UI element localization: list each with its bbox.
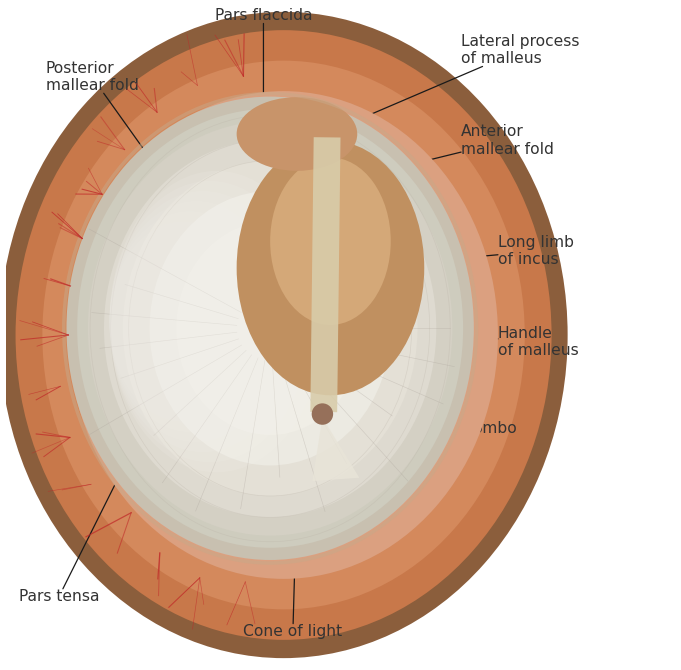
Ellipse shape: [237, 97, 358, 171]
Ellipse shape: [67, 96, 474, 560]
Text: Pars flaccida: Pars flaccida: [215, 9, 312, 101]
Ellipse shape: [110, 191, 297, 452]
Text: Lateral process
of malleus: Lateral process of malleus: [343, 34, 580, 126]
Text: Long limb
of incus: Long limb of incus: [357, 235, 574, 268]
Text: Pars tensa: Pars tensa: [19, 431, 142, 604]
Ellipse shape: [110, 201, 283, 442]
Ellipse shape: [110, 221, 257, 422]
Ellipse shape: [123, 161, 417, 496]
Circle shape: [312, 403, 333, 425]
Ellipse shape: [176, 222, 364, 435]
Ellipse shape: [110, 181, 311, 462]
Polygon shape: [313, 417, 360, 481]
Ellipse shape: [110, 211, 270, 432]
Ellipse shape: [0, 12, 568, 658]
Ellipse shape: [237, 141, 424, 395]
Text: Handle
of malleus: Handle of malleus: [350, 326, 579, 358]
Ellipse shape: [104, 139, 437, 517]
Ellipse shape: [110, 171, 323, 472]
Text: Posterior
mallear fold: Posterior mallear fold: [46, 61, 181, 202]
Ellipse shape: [88, 121, 452, 535]
Ellipse shape: [16, 30, 552, 640]
Text: Umbo: Umbo: [326, 412, 517, 436]
Text: Anterior
mallear fold: Anterior mallear fold: [360, 125, 554, 177]
Ellipse shape: [270, 157, 391, 325]
Ellipse shape: [77, 109, 463, 548]
Text: Cone of light: Cone of light: [243, 492, 343, 639]
Ellipse shape: [150, 191, 391, 466]
Ellipse shape: [42, 61, 525, 610]
Ellipse shape: [69, 91, 498, 579]
Polygon shape: [311, 137, 340, 412]
